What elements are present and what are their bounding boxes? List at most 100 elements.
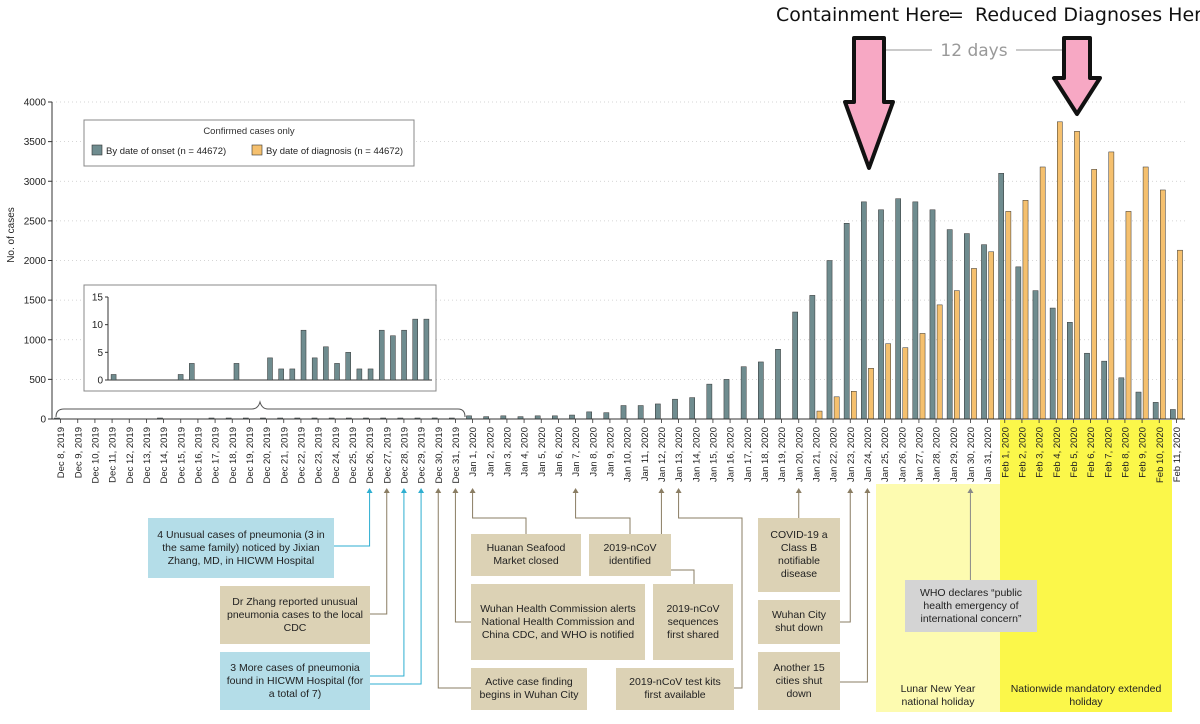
x-tick-label: Dec 12, 2019: [125, 427, 136, 484]
annotation-class-b: COVID-19 a Class B notifiable disease: [758, 518, 840, 592]
inset-onset-bar: [300, 329, 307, 381]
connector-a4: [472, 490, 527, 534]
onset-bar: [912, 201, 919, 420]
x-tick-label: Dec 19, 2019: [245, 427, 256, 484]
connector-arrowhead: [452, 488, 459, 493]
diagnosis-bar: [868, 368, 874, 420]
x-tick-label: Jan 8, 2020: [588, 427, 599, 477]
x-tick-label: Dec 8, 2019: [56, 427, 67, 478]
inset-onset-bar: [177, 374, 184, 381]
diagnosis-bar: [971, 268, 977, 420]
x-tick-label: Jan 31, 2020: [983, 427, 994, 482]
inset-onset-bar: [345, 352, 351, 381]
onset-bar: [620, 405, 627, 420]
x-tick-label: Jan 1, 2020: [468, 427, 479, 477]
onset-bar: [672, 398, 678, 420]
diagnosis-bar: [954, 290, 960, 420]
diagnosis-bar: [833, 396, 840, 420]
headline-equals: =: [948, 4, 964, 26]
onset-bar: [723, 379, 730, 420]
connector-arrowhead: [383, 488, 390, 493]
onset-bar: [981, 244, 987, 420]
y-tick-label: 500: [29, 375, 46, 386]
legend-diagnosis-label: By date of diagnosis (n = 44672): [266, 146, 403, 157]
connector-arrowhead: [967, 488, 974, 493]
x-tick-label: Dec 14, 2019: [159, 427, 170, 484]
legend-onset-label: By date of onset (n = 44672): [106, 146, 226, 157]
x-tick-label: Jan 29, 2020: [949, 427, 960, 482]
onset-bar: [878, 209, 884, 420]
x-tick-label: Dec 25, 2019: [348, 427, 359, 484]
early-cases-brace: [55, 400, 466, 418]
x-tick-label: Jan 14, 2020: [691, 427, 702, 482]
annotation-test-kits: 2019-nCoV test kits first available: [616, 668, 734, 710]
connector-arrowhead: [572, 488, 579, 493]
diagnosis-bar: [885, 343, 891, 420]
x-tick-label: Jan 9, 2020: [605, 427, 616, 477]
inset-onset-bar: [267, 357, 273, 381]
inset-onset-bar: [412, 318, 418, 381]
diagnosis-bar: [1022, 200, 1029, 420]
inset-y-tick-label: 5: [97, 348, 103, 359]
x-tick-label: Feb 2, 2020: [1017, 427, 1028, 478]
onset-bar: [603, 412, 610, 420]
annotation-reported-cdc: Dr Zhang reported unusual pneumonia case…: [220, 586, 370, 644]
reduced-diagnoses-arrow-icon: [1052, 36, 1102, 116]
inset-onset-bar: [323, 346, 329, 381]
connector-arrowhead: [864, 488, 871, 493]
annotation-wuhan-shutdown: Wuhan City shut down: [758, 600, 840, 644]
connector-a9: [678, 490, 743, 689]
diagnosis-bar: [988, 251, 994, 420]
connector-a8: [437, 490, 471, 689]
x-tick-label: Jan 5, 2020: [537, 427, 548, 477]
x-tick-label: Jan 7, 2020: [571, 427, 582, 477]
inset-y-tick-label: 0: [97, 376, 103, 387]
annotation-unusual-cases: 4 Unusual cases of pneumonia (3 in the s…: [148, 518, 334, 578]
connector-a5: [575, 490, 631, 534]
x-tick-label: Dec 15, 2019: [176, 427, 187, 484]
connector-arrowhead: [400, 488, 407, 493]
connector-arrowhead: [795, 488, 802, 493]
diagnosis-bar: [1177, 249, 1183, 420]
annotation-more-cities: Another 15 cities shut down: [758, 652, 840, 710]
x-tick-label: Dec 13, 2019: [142, 427, 153, 484]
inset-onset-bar: [233, 363, 240, 381]
onset-bar: [706, 383, 713, 420]
x-tick-label: Dec 18, 2019: [228, 427, 239, 484]
onset-bar: [826, 260, 833, 420]
diagnosis-bar: [1091, 169, 1097, 420]
annotation-sequences-shared: 2019-nCoV sequences first shared: [653, 584, 733, 660]
x-tick-label: Dec 31, 2019: [451, 427, 462, 484]
headline-reduced: Reduced Diagnoses Here: [975, 4, 1200, 26]
x-tick-label: Feb 6, 2020: [1086, 427, 1097, 478]
onset-bar: [861, 201, 867, 420]
onset-bar: [792, 311, 798, 420]
y-tick-label: 3000: [24, 177, 47, 188]
x-tick-label: Jan 30, 2020: [966, 427, 977, 482]
onset-bar: [689, 397, 695, 420]
legend-onset-swatch: [91, 144, 103, 156]
annotation-market-closed: Huanan Seafood Market closed: [471, 534, 581, 576]
nationwide-holiday-label: Nationwide mandatory extended holiday: [1010, 683, 1162, 708]
onset-bar: [1015, 266, 1022, 420]
y-axis-title: No. of cases: [6, 207, 17, 263]
connector-arrowhead: [418, 488, 425, 493]
inset-y-tick-label: 15: [92, 293, 104, 304]
connector-a12: [840, 490, 868, 683]
legend-diagnosis-swatch: [251, 144, 263, 156]
diagnosis-bar: [1074, 131, 1080, 420]
x-tick-label: Dec 29, 2019: [417, 427, 428, 484]
annotation-who-emergency: WHO declares “public health emergency of…: [905, 580, 1037, 632]
annotation-active-case-finding: Active case finding begins in Wuhan City: [471, 668, 587, 710]
onset-bar: [929, 209, 936, 420]
x-tick-label: Jan 2, 2020: [485, 427, 496, 477]
connector-a2: [370, 490, 388, 615]
onset-bar: [998, 173, 1004, 420]
x-tick-label: Jan 28, 2020: [932, 427, 943, 482]
y-tick-label: 2000: [24, 256, 47, 267]
y-tick-label: 2500: [24, 216, 47, 227]
onset-bar: [1049, 307, 1056, 420]
onset-bar: [569, 414, 575, 420]
connector-arrowhead: [435, 488, 442, 493]
x-tick-label: Jan 10, 2020: [623, 427, 634, 482]
